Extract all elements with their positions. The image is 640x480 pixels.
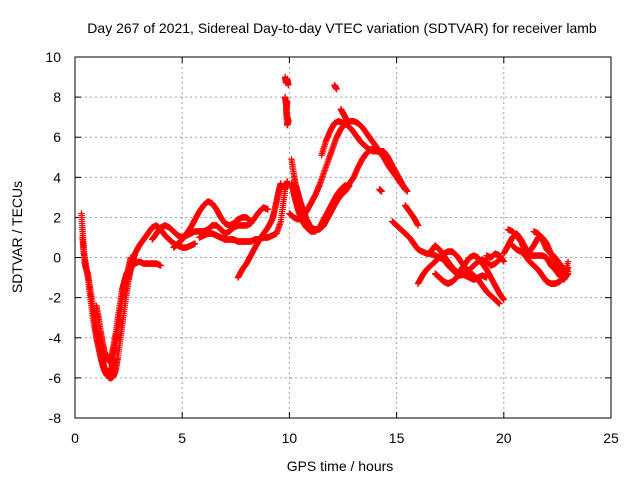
y-tick-label: 2: [53, 209, 61, 225]
y-tick-label: -8: [49, 410, 62, 426]
data-point: [284, 97, 291, 105]
y-tick-label: -6: [49, 370, 62, 386]
y-axis-tick-labels: -8 -6 -4 -2 0 2 4 6 8 10: [45, 49, 61, 426]
data-point: [277, 180, 285, 187]
axis-ticks: [74, 56, 612, 419]
plot-frame: [74, 56, 612, 419]
x-tick-label: 0: [71, 430, 79, 446]
chart-title: Day 267 of 2021, Sidereal Day-to-day VTE…: [87, 20, 597, 36]
x-tick-label: 25: [603, 430, 619, 446]
data-point: [247, 218, 255, 225]
y-tick-label: 4: [53, 169, 61, 185]
y-tick-label: 10: [45, 49, 61, 65]
data-point: [264, 206, 272, 213]
y-tick-label: 6: [53, 129, 61, 145]
y-axis-label: SDTVAR / TECUs: [9, 181, 25, 293]
x-tick-label: 5: [178, 430, 186, 446]
data-points: [78, 73, 572, 382]
grid: [75, 57, 611, 418]
y-tick-label: 8: [53, 89, 61, 105]
x-axis-tick-labels: 0 5 10 15 20 25: [71, 430, 619, 446]
x-tick-label: 15: [389, 430, 405, 446]
x-tick-label: 20: [496, 430, 512, 446]
data-point: [284, 178, 291, 185]
x-axis-label: GPS time / hours: [287, 458, 394, 474]
data-point: [285, 81, 292, 89]
data-point: [191, 240, 199, 247]
data-point: [157, 262, 164, 269]
y-tick-label: 0: [53, 250, 61, 266]
x-tick-label: 10: [282, 430, 298, 446]
data-point: [127, 254, 134, 261]
y-tick-label: -2: [49, 290, 62, 306]
y-tick-label: -4: [49, 330, 62, 346]
